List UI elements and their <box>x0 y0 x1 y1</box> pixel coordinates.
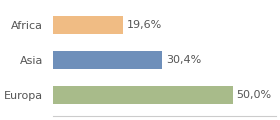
Text: 19,6%: 19,6% <box>127 20 162 30</box>
Bar <box>53 86 233 104</box>
Bar <box>53 51 162 69</box>
Bar <box>53 16 123 34</box>
Text: 50,0%: 50,0% <box>236 90 271 100</box>
Text: 30,4%: 30,4% <box>166 55 201 65</box>
